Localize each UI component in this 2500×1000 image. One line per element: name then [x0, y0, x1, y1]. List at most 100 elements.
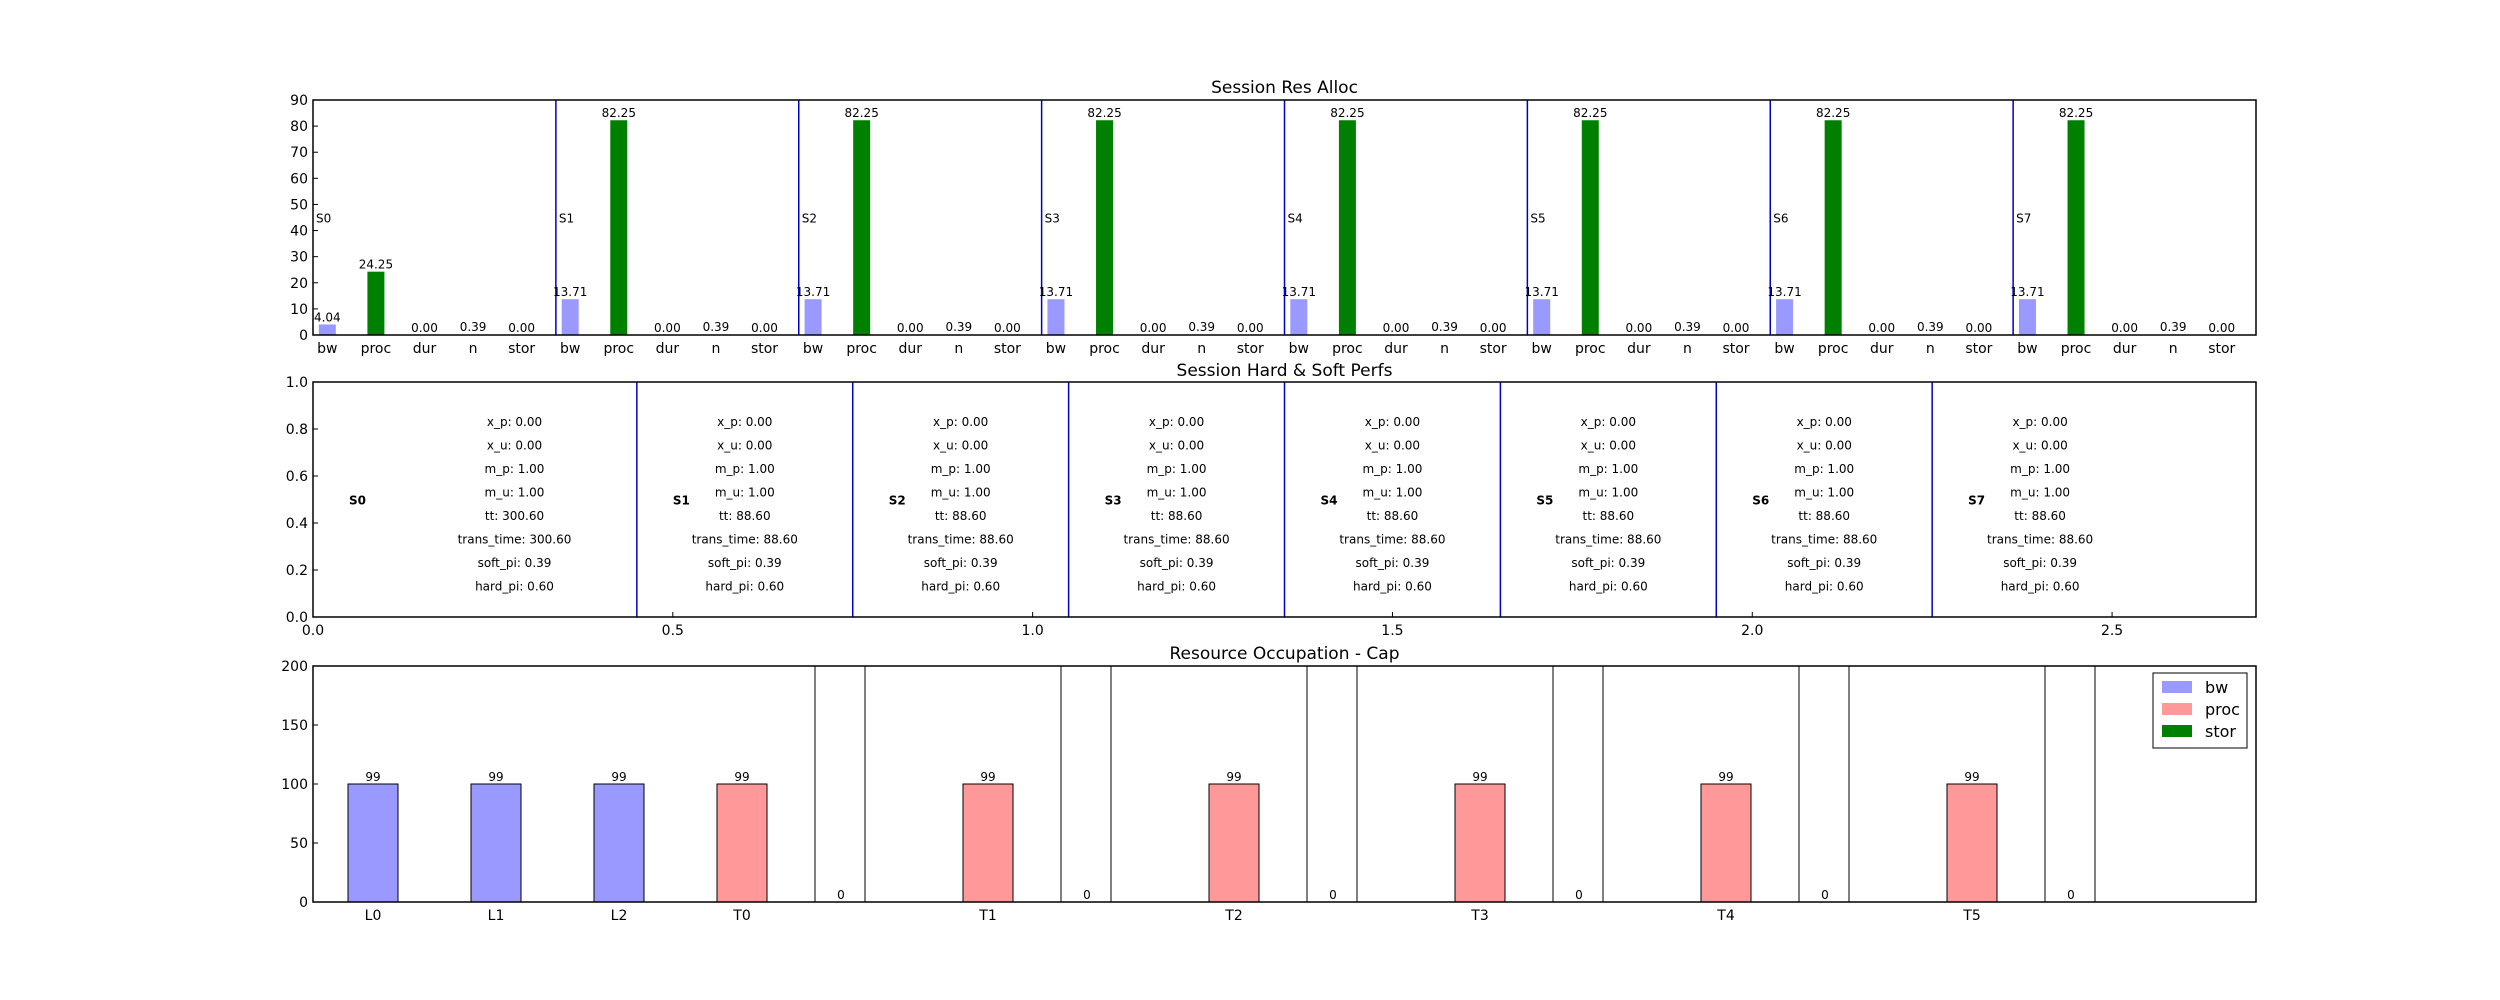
- y-tick-label: 10: [290, 302, 308, 318]
- plot-frame: [312, 381, 2257, 618]
- stor-capacity-box: [2044, 665, 2096, 903]
- perf-metric: m_u: 1.00: [1363, 485, 1423, 499]
- perf-metric: soft_pi: 0.39: [1571, 556, 1645, 570]
- x-tick-label: proc: [1089, 341, 1120, 357]
- occupation-value-label: 99: [980, 770, 995, 784]
- alloc-bar-proc: [1824, 120, 1842, 335]
- alloc-value-label: 0.00: [751, 321, 778, 335]
- alloc-value-label: 0.39: [1431, 320, 1458, 334]
- x-tick-label: n: [1197, 341, 1206, 357]
- stor-value-label: 0: [1083, 888, 1091, 902]
- perf-metric: tt: 88.60: [935, 509, 987, 523]
- alloc-value-label: 13.71: [1767, 285, 1801, 299]
- alloc-value-label: 0.00: [1966, 321, 1993, 335]
- alloc-value-label: 0.00: [994, 321, 1021, 335]
- occupation-bar-proc: [1454, 783, 1506, 903]
- session-label: S3: [1045, 212, 1060, 226]
- perf-metric: x_p: 0.00: [717, 415, 772, 429]
- session-label: S4: [1320, 494, 1337, 508]
- x-tick-label: n: [1926, 341, 1935, 357]
- session-label: S2: [802, 212, 817, 226]
- x-tick-label: 1.0: [1021, 623, 1043, 639]
- alloc-value-label: 0.39: [945, 320, 972, 334]
- perf-metric: m_p: 1.00: [715, 462, 775, 476]
- x-tick-label: T3: [1470, 908, 1488, 924]
- session-label: S0: [349, 494, 366, 508]
- perf-metric: m_u: 1.00: [1578, 485, 1638, 499]
- perf-metric: m_u: 1.00: [931, 485, 991, 499]
- stor-value-label: 0: [837, 888, 845, 902]
- plot-frame: [312, 99, 2257, 336]
- x-tick-label: 0.0: [302, 623, 324, 639]
- perf-metric: soft_pi: 0.39: [1356, 556, 1430, 570]
- x-tick-label: T1: [978, 908, 996, 924]
- legend-label: proc: [2205, 700, 2240, 719]
- perf-metric: soft_pi: 0.39: [478, 556, 552, 570]
- alloc-bar-bw: [1047, 299, 1065, 335]
- occupation-bar-bw: [347, 783, 399, 903]
- perf-metric: x_u: 0.00: [1365, 438, 1420, 452]
- x-tick-label: stor: [1965, 341, 1992, 357]
- perf-metric: tt: 88.60: [1151, 509, 1203, 523]
- alloc-value-label: 0.00: [2208, 321, 2235, 335]
- alloc-bar-bw: [2018, 299, 2036, 335]
- perf-metric: tt: 88.60: [2014, 509, 2066, 523]
- x-tick-label: n: [469, 341, 478, 357]
- y-tick-label: 0: [299, 328, 308, 344]
- x-tick-label: dur: [1870, 341, 1894, 357]
- occupation-bar-bw: [470, 783, 522, 903]
- perf-metric: x_u: 0.00: [2012, 438, 2067, 452]
- perf-metric: hard_pi: 0.60: [705, 579, 784, 593]
- y-tick-label: 60: [290, 171, 308, 187]
- x-tick-label: dur: [413, 341, 437, 357]
- perf-metric: trans_time: 88.60: [908, 532, 1014, 546]
- perf-metric: m_p: 1.00: [1578, 462, 1638, 476]
- alloc-value-label: 82.25: [1573, 106, 1607, 120]
- alloc-value-label: 13.71: [553, 285, 587, 299]
- x-tick-label: n: [711, 341, 720, 357]
- perf-metric: m_p: 1.00: [1147, 462, 1207, 476]
- perf-metric: soft_pi: 0.39: [924, 556, 998, 570]
- y-tick-label: 0.8: [286, 422, 308, 438]
- legend-swatch-bw: [2162, 681, 2192, 693]
- x-tick-label: proc: [1332, 341, 1363, 357]
- session-label: S3: [1105, 494, 1122, 508]
- alloc-value-label: 0.39: [460, 320, 487, 334]
- alloc-bar-proc: [853, 120, 871, 335]
- perf-metric: tt: 88.60: [1798, 509, 1850, 523]
- perf-metric: hard_pi: 0.60: [1353, 579, 1432, 593]
- perf-metric: m_u: 1.00: [485, 485, 545, 499]
- y-tick-label: 200: [281, 659, 308, 675]
- x-tick-label: dur: [656, 341, 680, 357]
- occupation-bar-proc: [1946, 783, 1998, 903]
- alloc-value-label: 0.00: [1237, 321, 1264, 335]
- occupation-value-label: 99: [1718, 770, 1733, 784]
- session-label: S6: [1752, 494, 1769, 508]
- alloc-value-label: 0.00: [2111, 321, 2138, 335]
- occupation-bar-proc: [1208, 783, 1260, 903]
- y-tick-label: 100: [281, 777, 308, 793]
- x-tick-label: dur: [2113, 341, 2137, 357]
- perf-metric: hard_pi: 0.60: [1137, 579, 1216, 593]
- x-tick-label: 2.0: [1741, 623, 1763, 639]
- session-perfs-title: Session Hard & Soft Perfs: [1177, 361, 1393, 381]
- perf-metric: m_p: 1.00: [2010, 462, 2070, 476]
- session-label: S6: [1773, 212, 1788, 226]
- occupation-value-label: 99: [1226, 770, 1241, 784]
- x-tick-label: proc: [1818, 341, 1849, 357]
- alloc-value-label: 13.71: [1282, 285, 1316, 299]
- session-label: S4: [1288, 212, 1303, 226]
- session-label: S5: [1536, 494, 1553, 508]
- x-tick-label: bw: [1532, 341, 1552, 357]
- perf-metric: hard_pi: 0.60: [2001, 579, 2080, 593]
- occupation-bar-proc: [962, 783, 1014, 903]
- perf-metric: soft_pi: 0.39: [2003, 556, 2077, 570]
- occupation-value-label: 99: [611, 770, 626, 784]
- alloc-bar-bw: [1776, 299, 1794, 335]
- perf-metric: soft_pi: 0.39: [708, 556, 782, 570]
- x-tick-label: proc: [846, 341, 877, 357]
- occupation-value-label: 99: [1472, 770, 1487, 784]
- alloc-value-label: 82.25: [1330, 106, 1364, 120]
- perf-metric: tt: 88.60: [1583, 509, 1635, 523]
